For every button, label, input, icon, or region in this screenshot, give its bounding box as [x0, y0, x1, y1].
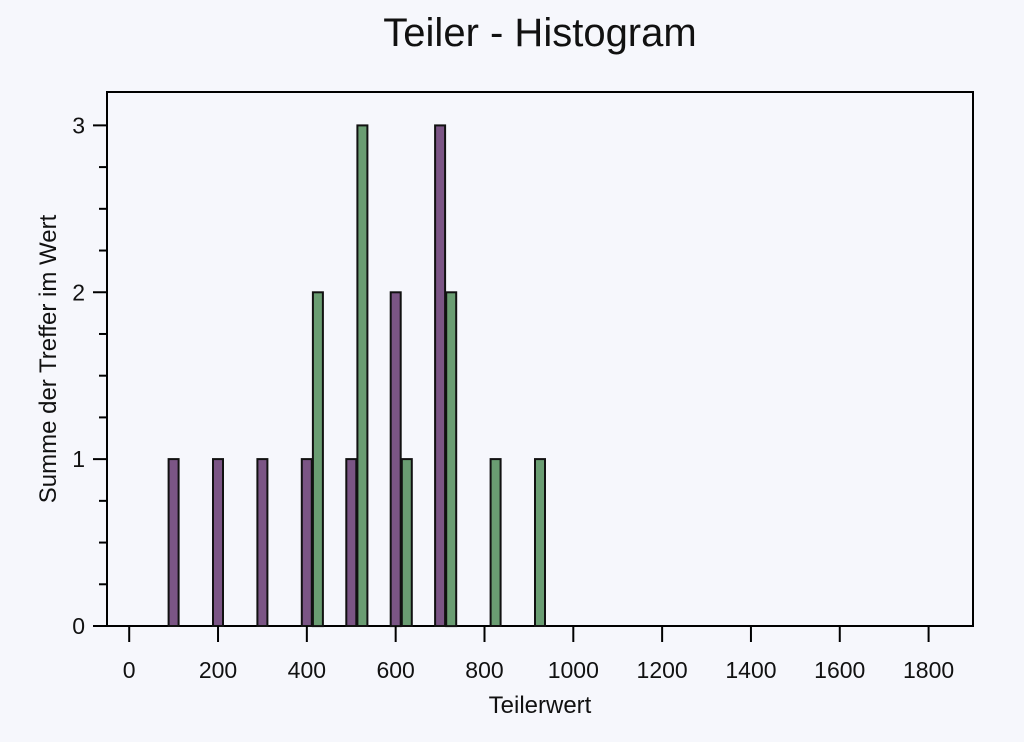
- chart-title: Teiler - Histogram: [383, 11, 696, 55]
- x-tick-label: 200: [199, 657, 237, 683]
- x-axis-label: Teilerwert: [489, 692, 592, 719]
- x-tick-label: 400: [288, 657, 326, 683]
- y-tick-label: 1: [72, 446, 85, 472]
- bar-series-2: [356, 124, 369, 628]
- bar-series-2: [400, 458, 413, 627]
- y-tick-label: 0: [72, 613, 85, 639]
- bar-series-1: [434, 124, 447, 628]
- bar-series-1: [389, 291, 402, 628]
- bar-series-1: [256, 458, 269, 627]
- bar-series-1: [345, 458, 358, 627]
- bar-series-2: [311, 291, 324, 628]
- bar-series-2: [445, 291, 458, 628]
- x-tick-label: 1000: [548, 657, 599, 683]
- bar-series-1: [167, 458, 180, 627]
- x-tick-label: 1600: [814, 657, 865, 683]
- x-tick-label: 0: [123, 657, 136, 683]
- y-tick-label: 3: [72, 112, 85, 138]
- x-tick-label: 1800: [903, 657, 954, 683]
- bar-series-2: [534, 458, 546, 627]
- x-tick-label: 1200: [637, 657, 688, 683]
- bar-series-1: [300, 458, 313, 627]
- y-axis-label: Summe der Treffer im Wert: [35, 214, 62, 503]
- y-tick-label: 2: [72, 279, 85, 305]
- bar-series-1: [212, 458, 224, 627]
- axes-layer: 0 200 400 600 800 1000 1200 1400 1600 1800 0 1 2 3: [72, 112, 954, 683]
- bar-series-2: [489, 458, 502, 627]
- x-tick-label: 1400: [725, 657, 776, 683]
- x-tick-label: 600: [376, 657, 414, 683]
- x-tick-label: 800: [465, 657, 503, 683]
- bars-layer: [167, 124, 546, 628]
